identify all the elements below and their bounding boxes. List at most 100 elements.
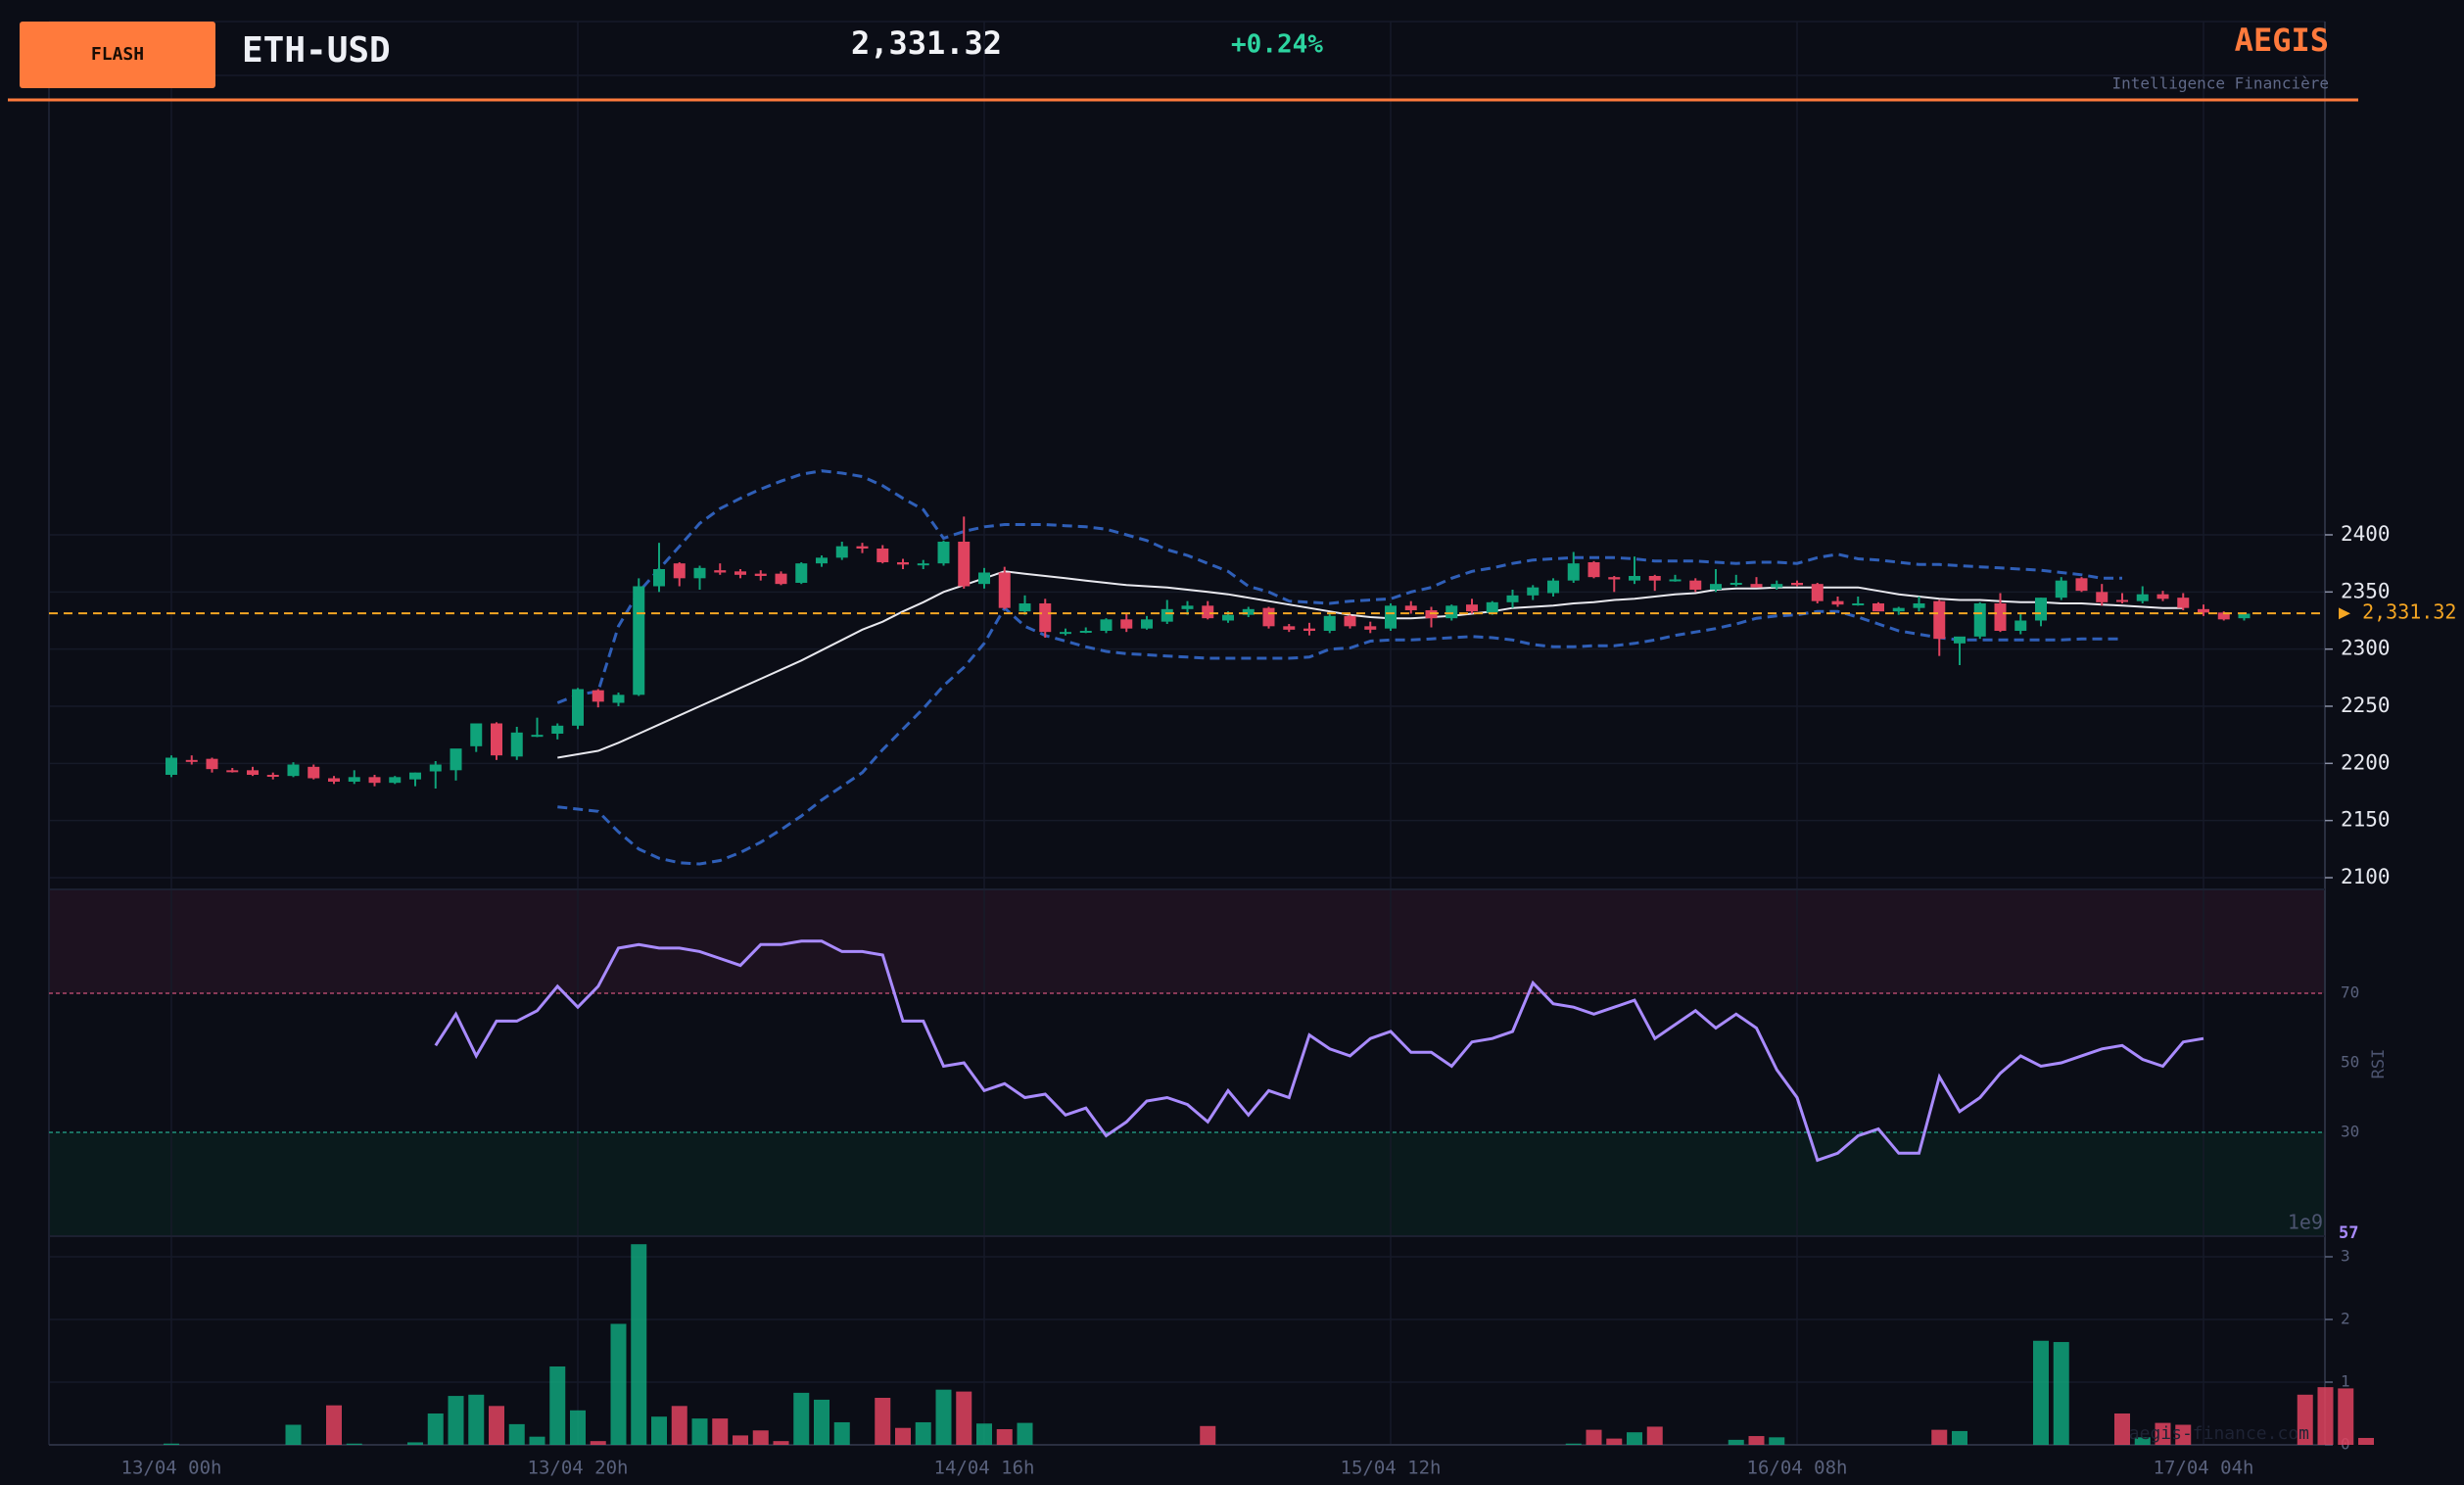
candle-body	[1385, 605, 1397, 629]
candle-body	[734, 571, 746, 575]
candle-body	[1892, 607, 1905, 612]
volume-bar	[956, 1391, 972, 1445]
candle-body	[998, 572, 1011, 608]
grid-lines	[49, 21, 2325, 1446]
axis-ticks: 2400235023002250220021502100705030321013…	[121, 522, 2391, 1479]
candle-body	[226, 770, 239, 773]
price-tick-label: 2250	[2341, 694, 2391, 717]
x-tick-label: 13/04 00h	[121, 1458, 222, 1479]
candle-body	[1120, 619, 1133, 629]
candle-body	[1527, 587, 1540, 596]
volume-bar	[570, 1410, 586, 1445]
volume-exponent: 1e9	[2288, 1211, 2323, 1234]
candle-body	[1262, 607, 1275, 627]
candle-body	[633, 586, 645, 695]
candle-body	[409, 772, 421, 780]
price-tick-label: 2150	[2341, 808, 2391, 832]
volume-bar	[2338, 1388, 2354, 1445]
candle-body	[1973, 602, 1986, 637]
candle-body	[1547, 580, 1559, 594]
candle-body	[1954, 636, 1966, 644]
candle-body	[348, 777, 360, 782]
candle-body	[531, 735, 544, 738]
candle-body	[1181, 605, 1194, 609]
volume-bar	[346, 1443, 362, 1445]
brand-subtitle: Intelligence Financière	[2111, 74, 2329, 93]
volume-bar	[1606, 1438, 1623, 1445]
volume-bar	[1200, 1425, 1216, 1445]
candle-body	[429, 764, 442, 772]
volume-bar	[996, 1429, 1013, 1445]
volume-bar	[875, 1398, 891, 1445]
volume-bar	[651, 1416, 667, 1445]
candle-body	[2177, 598, 2190, 608]
candle-body	[1730, 582, 1742, 585]
volume-bar	[814, 1399, 829, 1445]
candle-body	[816, 557, 828, 564]
candle-body	[1750, 584, 1763, 588]
volume-tick-label: 1	[2341, 1372, 2350, 1391]
candle-body	[1852, 602, 1865, 605]
candle-body	[2014, 620, 2027, 631]
candle-body	[2238, 613, 2251, 619]
candle-body	[1445, 605, 1458, 619]
candle-body	[1872, 602, 1884, 612]
candle-body	[978, 572, 990, 585]
price-tick-label: 2350	[2341, 579, 2391, 602]
bollinger-bands	[556, 469, 2184, 866]
candle-body	[1344, 615, 1356, 627]
candle-body	[1831, 600, 1844, 605]
current-price-tag: ▶ 2,331.32	[2339, 600, 2456, 624]
candle-body	[673, 563, 686, 579]
candle-body	[1811, 584, 1824, 601]
watermark: aegis-finance.com	[2129, 1423, 2309, 1444]
candle-body	[1466, 604, 1478, 612]
candle-body	[693, 567, 706, 579]
volume-bar	[2033, 1340, 2049, 1445]
volume-bar	[427, 1413, 444, 1445]
volume-bar	[2175, 1424, 2192, 1445]
candle-body	[1404, 605, 1417, 610]
volume-tick-label: 3	[2341, 1247, 2350, 1266]
volume-bar	[508, 1423, 525, 1445]
candle-body	[1669, 579, 1682, 582]
volume-bar	[468, 1394, 485, 1445]
rsi-axis-label: RSI	[2369, 1049, 2389, 1079]
volume-bar	[407, 1442, 423, 1445]
price-change: +0.24%	[1231, 30, 1323, 60]
candle-body	[856, 546, 869, 549]
volume-bar	[529, 1436, 545, 1445]
candle-body	[2156, 594, 2169, 599]
brand-logo: AEGIS	[2235, 22, 2329, 59]
candle-body	[206, 758, 218, 770]
volume-bar	[590, 1441, 606, 1445]
candle-body	[551, 725, 564, 734]
candle-body	[877, 548, 889, 562]
candle-body	[1689, 580, 1702, 590]
flash-badge-label: FLASH	[91, 44, 144, 65]
volume-bar	[671, 1406, 687, 1445]
volume-bar	[1769, 1437, 1785, 1445]
candle-body	[2198, 608, 2209, 613]
candle-body	[470, 723, 483, 746]
x-tick-label: 15/04 12h	[1341, 1458, 1442, 1479]
bollinger-upper-band	[556, 469, 2122, 704]
volume-tick-label: 2	[2341, 1310, 2350, 1328]
candle-body	[572, 689, 584, 726]
last-price: 2,331.32	[851, 24, 1002, 62]
volume-bar	[2297, 1394, 2313, 1445]
volume-bar	[773, 1441, 789, 1445]
flash-badge[interactable]	[20, 22, 215, 88]
candle-body	[1161, 608, 1173, 622]
volume-bar	[691, 1418, 708, 1445]
candle-body	[389, 777, 402, 784]
candle-body	[1771, 584, 1783, 588]
candle-body	[2217, 612, 2230, 620]
volume-bar	[935, 1389, 952, 1445]
volume-bar	[1565, 1443, 1582, 1445]
candle-body	[1913, 602, 1925, 608]
candle-body	[1100, 619, 1113, 631]
candle-body	[2035, 598, 2047, 621]
